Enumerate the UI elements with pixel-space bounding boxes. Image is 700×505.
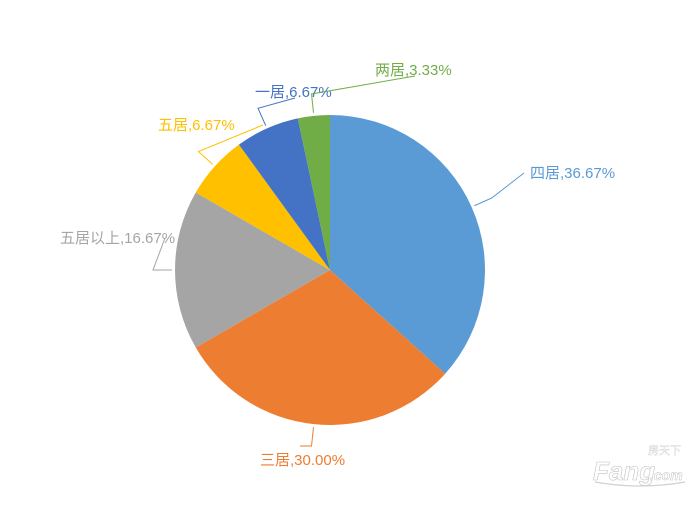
slice-label: 五居,6.67% — [158, 117, 235, 134]
pie-svg: 四居,36.67%三居,30.00%五居以上,16.67%五居,6.67%一居,… — [0, 0, 700, 500]
watermark-main: Fang — [593, 456, 655, 486]
slice-label: 五居以上,16.67% — [60, 230, 175, 247]
leader-line — [474, 173, 524, 206]
slice-label: 三居,30.00% — [260, 452, 345, 469]
leader-line — [300, 427, 314, 446]
pie-chart: 四居,36.67%三居,30.00%五居以上,16.67%五居,6.67%一居,… — [0, 0, 700, 500]
slice-label: 两居,3.33% — [375, 62, 452, 79]
slice-label: 四居,36.67% — [530, 165, 615, 182]
watermark-suffix: .com — [650, 467, 683, 483]
watermark-logo: 房天下 Fang .com — [593, 440, 688, 488]
